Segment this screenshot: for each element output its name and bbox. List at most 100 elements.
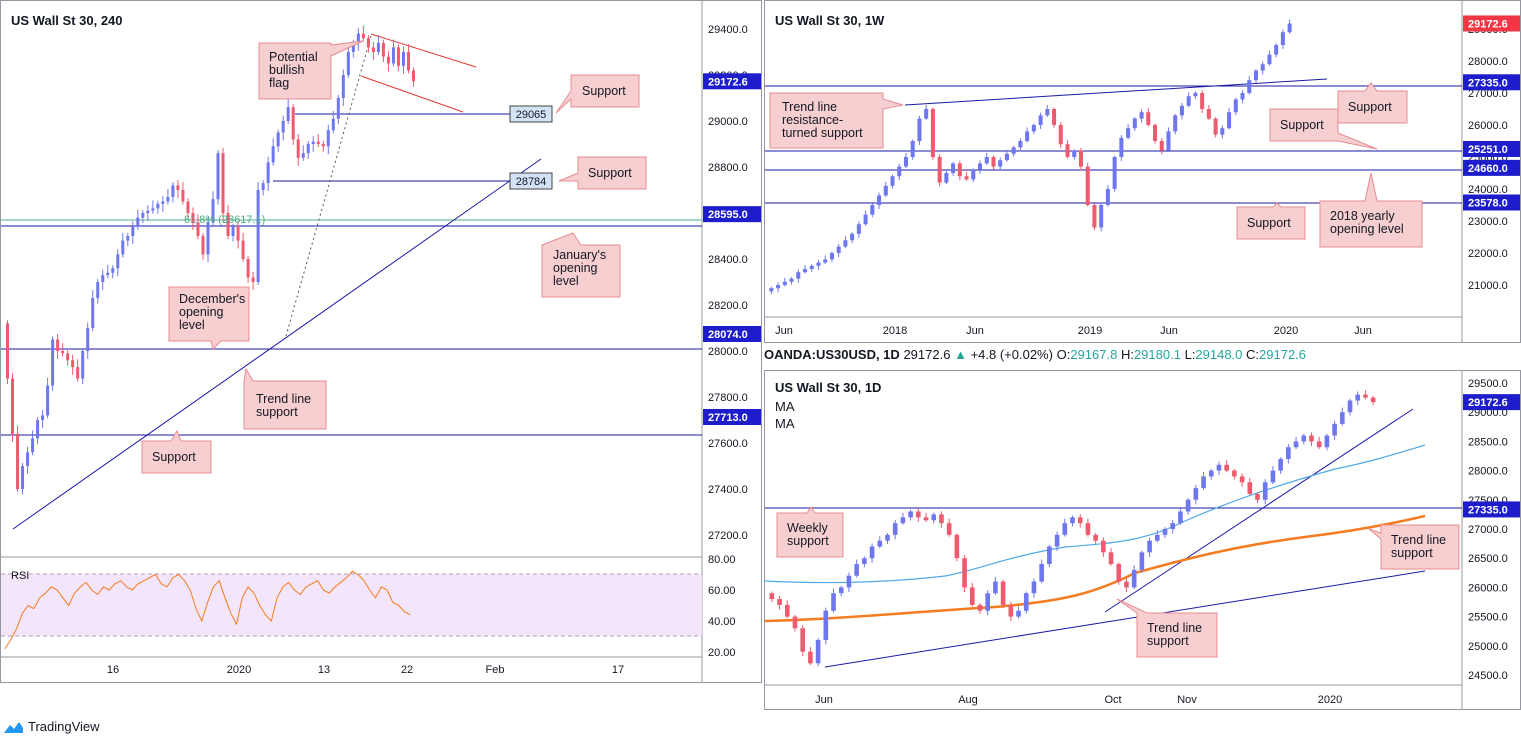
candle-body [1016, 610, 1021, 617]
candle-body [1065, 144, 1070, 157]
callout-support-1w-b[interactable]: Support [1269, 108, 1378, 150]
callout-trend-line-support[interactable]: Trend line support [243, 367, 327, 430]
ohlc-open: 29167.8 [1070, 347, 1118, 362]
candle-body [1031, 581, 1037, 594]
x-tick-label: 22 [401, 664, 413, 676]
x-tick-label: 2020 [227, 664, 251, 676]
candle-body [381, 42, 385, 57]
svg-text:resistance-: resistance- [782, 113, 843, 127]
y-tick-label: 27200.0 [708, 530, 748, 542]
candle-body [951, 163, 956, 173]
candle-body [1039, 564, 1044, 582]
y-tick-label: 29400.0 [708, 24, 748, 36]
callout-support-2[interactable]: Support [558, 156, 647, 190]
price-tag-label: 25251.0 [1468, 144, 1508, 156]
level-label-29065[interactable]: 29065 [509, 105, 553, 123]
candle-body [186, 201, 190, 213]
candle-body [916, 511, 921, 518]
candle-body [376, 42, 380, 52]
candle-body [984, 157, 989, 164]
callout-trend-line-resistance[interactable]: Trend line resistance- turned support [769, 92, 904, 149]
candle-body [1233, 99, 1238, 113]
level-label-28784[interactable]: 28784 [509, 172, 553, 190]
candle-body [216, 153, 220, 200]
candle-body [1370, 397, 1376, 403]
candle-body [271, 146, 275, 163]
callout-2018-yearly-opening[interactable]: 2018 yearly opening level [1319, 172, 1423, 248]
candle-body [823, 610, 829, 640]
chart-4h-panel[interactable]: 61.8% (28617.1) 29400.029200.029000.0288… [0, 0, 762, 683]
candle-body [66, 353, 70, 361]
candle-body [1324, 435, 1330, 448]
up-triangle-icon: ▲ [954, 347, 967, 362]
chart-1d-panel[interactable]: 29500.0 29000.0 28500.0 28000.0 27500.0 27000… [764, 370, 1521, 710]
candle-body [1085, 523, 1091, 535]
candle-body [1070, 517, 1075, 524]
callout-support-1[interactable]: Support [555, 74, 640, 114]
y-tick-label: 29000.0 [1468, 407, 1508, 419]
ma-legend-2: MA [775, 416, 795, 431]
chart-1w-svg[interactable]: 29000.028000.027000.026000.025000.024000… [765, 1, 1521, 343]
price-tag-label: 27335.0 [1468, 77, 1508, 89]
chart-4h-svg[interactable]: 61.8% (28617.1) 29400.029200.029000.0288… [1, 1, 762, 683]
candle-body [111, 268, 115, 273]
y-tick-label: 27800.0 [708, 392, 748, 404]
x-tick-label: Jun [815, 694, 833, 706]
callout-potential-bullish-flag[interactable]: Potential bullish flag [258, 40, 364, 100]
candle-body [256, 190, 260, 282]
callout-support-1w-c[interactable]: Support [1236, 202, 1306, 240]
candle-body [1267, 54, 1272, 65]
candle-body [1077, 517, 1083, 524]
candle-body [784, 604, 790, 617]
candle-body [1132, 118, 1137, 129]
svg-text:Support: Support [1280, 118, 1324, 132]
candle-body [946, 523, 952, 535]
svg-text:opening level: opening level [1330, 222, 1404, 236]
candle-body [856, 224, 861, 234]
level-label-29065-text: 29065 [516, 109, 547, 121]
chart-1d-svg[interactable]: 29500.029000.028500.028000.027500.027000… [765, 371, 1521, 710]
callout-weekly-support[interactable]: Weekly support [776, 506, 844, 558]
svg-text:Support: Support [1247, 216, 1291, 230]
candle-body [226, 213, 230, 236]
tradingview-logo[interactable]: TradingView [2, 719, 100, 734]
candle-body [171, 185, 175, 197]
callout-support-1w-a[interactable]: Support [1337, 82, 1408, 124]
y-tick-label: 24500.0 [1468, 670, 1508, 682]
price-tag [1463, 194, 1520, 211]
candle-body [1239, 476, 1245, 483]
candle-body [769, 593, 775, 600]
candle-body [126, 236, 130, 241]
candle-body [56, 339, 60, 351]
candle-body [910, 141, 915, 157]
candle-body [336, 98, 340, 119]
candle-body [1220, 128, 1225, 135]
candles-1d-group [769, 390, 1376, 667]
candle-body [1131, 569, 1137, 588]
candle-body [231, 226, 235, 236]
chart-1w-panel[interactable]: 29000.028000.027000.026000.025000.024000… [764, 0, 1521, 343]
candle-body [1153, 125, 1158, 141]
flag-lower-line [360, 75, 464, 113]
candle-body [917, 118, 922, 141]
callout-trend-line-support-1d-b[interactable]: Trend line support [1368, 524, 1460, 570]
candle-body [924, 109, 929, 119]
ohlc-l-label: L: [1184, 347, 1196, 362]
tradingview-cloud-icon [2, 720, 24, 734]
x-tick-label: Jun [1160, 325, 1178, 337]
candle-body [176, 185, 180, 190]
rsi-label: RSI [11, 570, 29, 582]
callout-support-3[interactable]: Support [141, 429, 212, 474]
candle-body [1105, 189, 1110, 205]
rsi-axis: 80.00 60.00 40.00 20.00 [708, 554, 736, 659]
candle-body [1206, 109, 1211, 119]
candle-body [1240, 93, 1245, 100]
y-tick-label: 27400.0 [708, 484, 748, 496]
candle-body [993, 581, 998, 594]
callout-trend-line-support-1d-a[interactable]: Trend line support [1116, 598, 1218, 658]
price-tag-label: 29172.6 [1468, 18, 1508, 30]
trend-line-support [12, 158, 542, 530]
callout-january-opening-level[interactable]: January's opening level [541, 232, 621, 298]
callout-december-opening-level[interactable]: December's opening level [168, 286, 250, 350]
candle-body [106, 272, 110, 276]
